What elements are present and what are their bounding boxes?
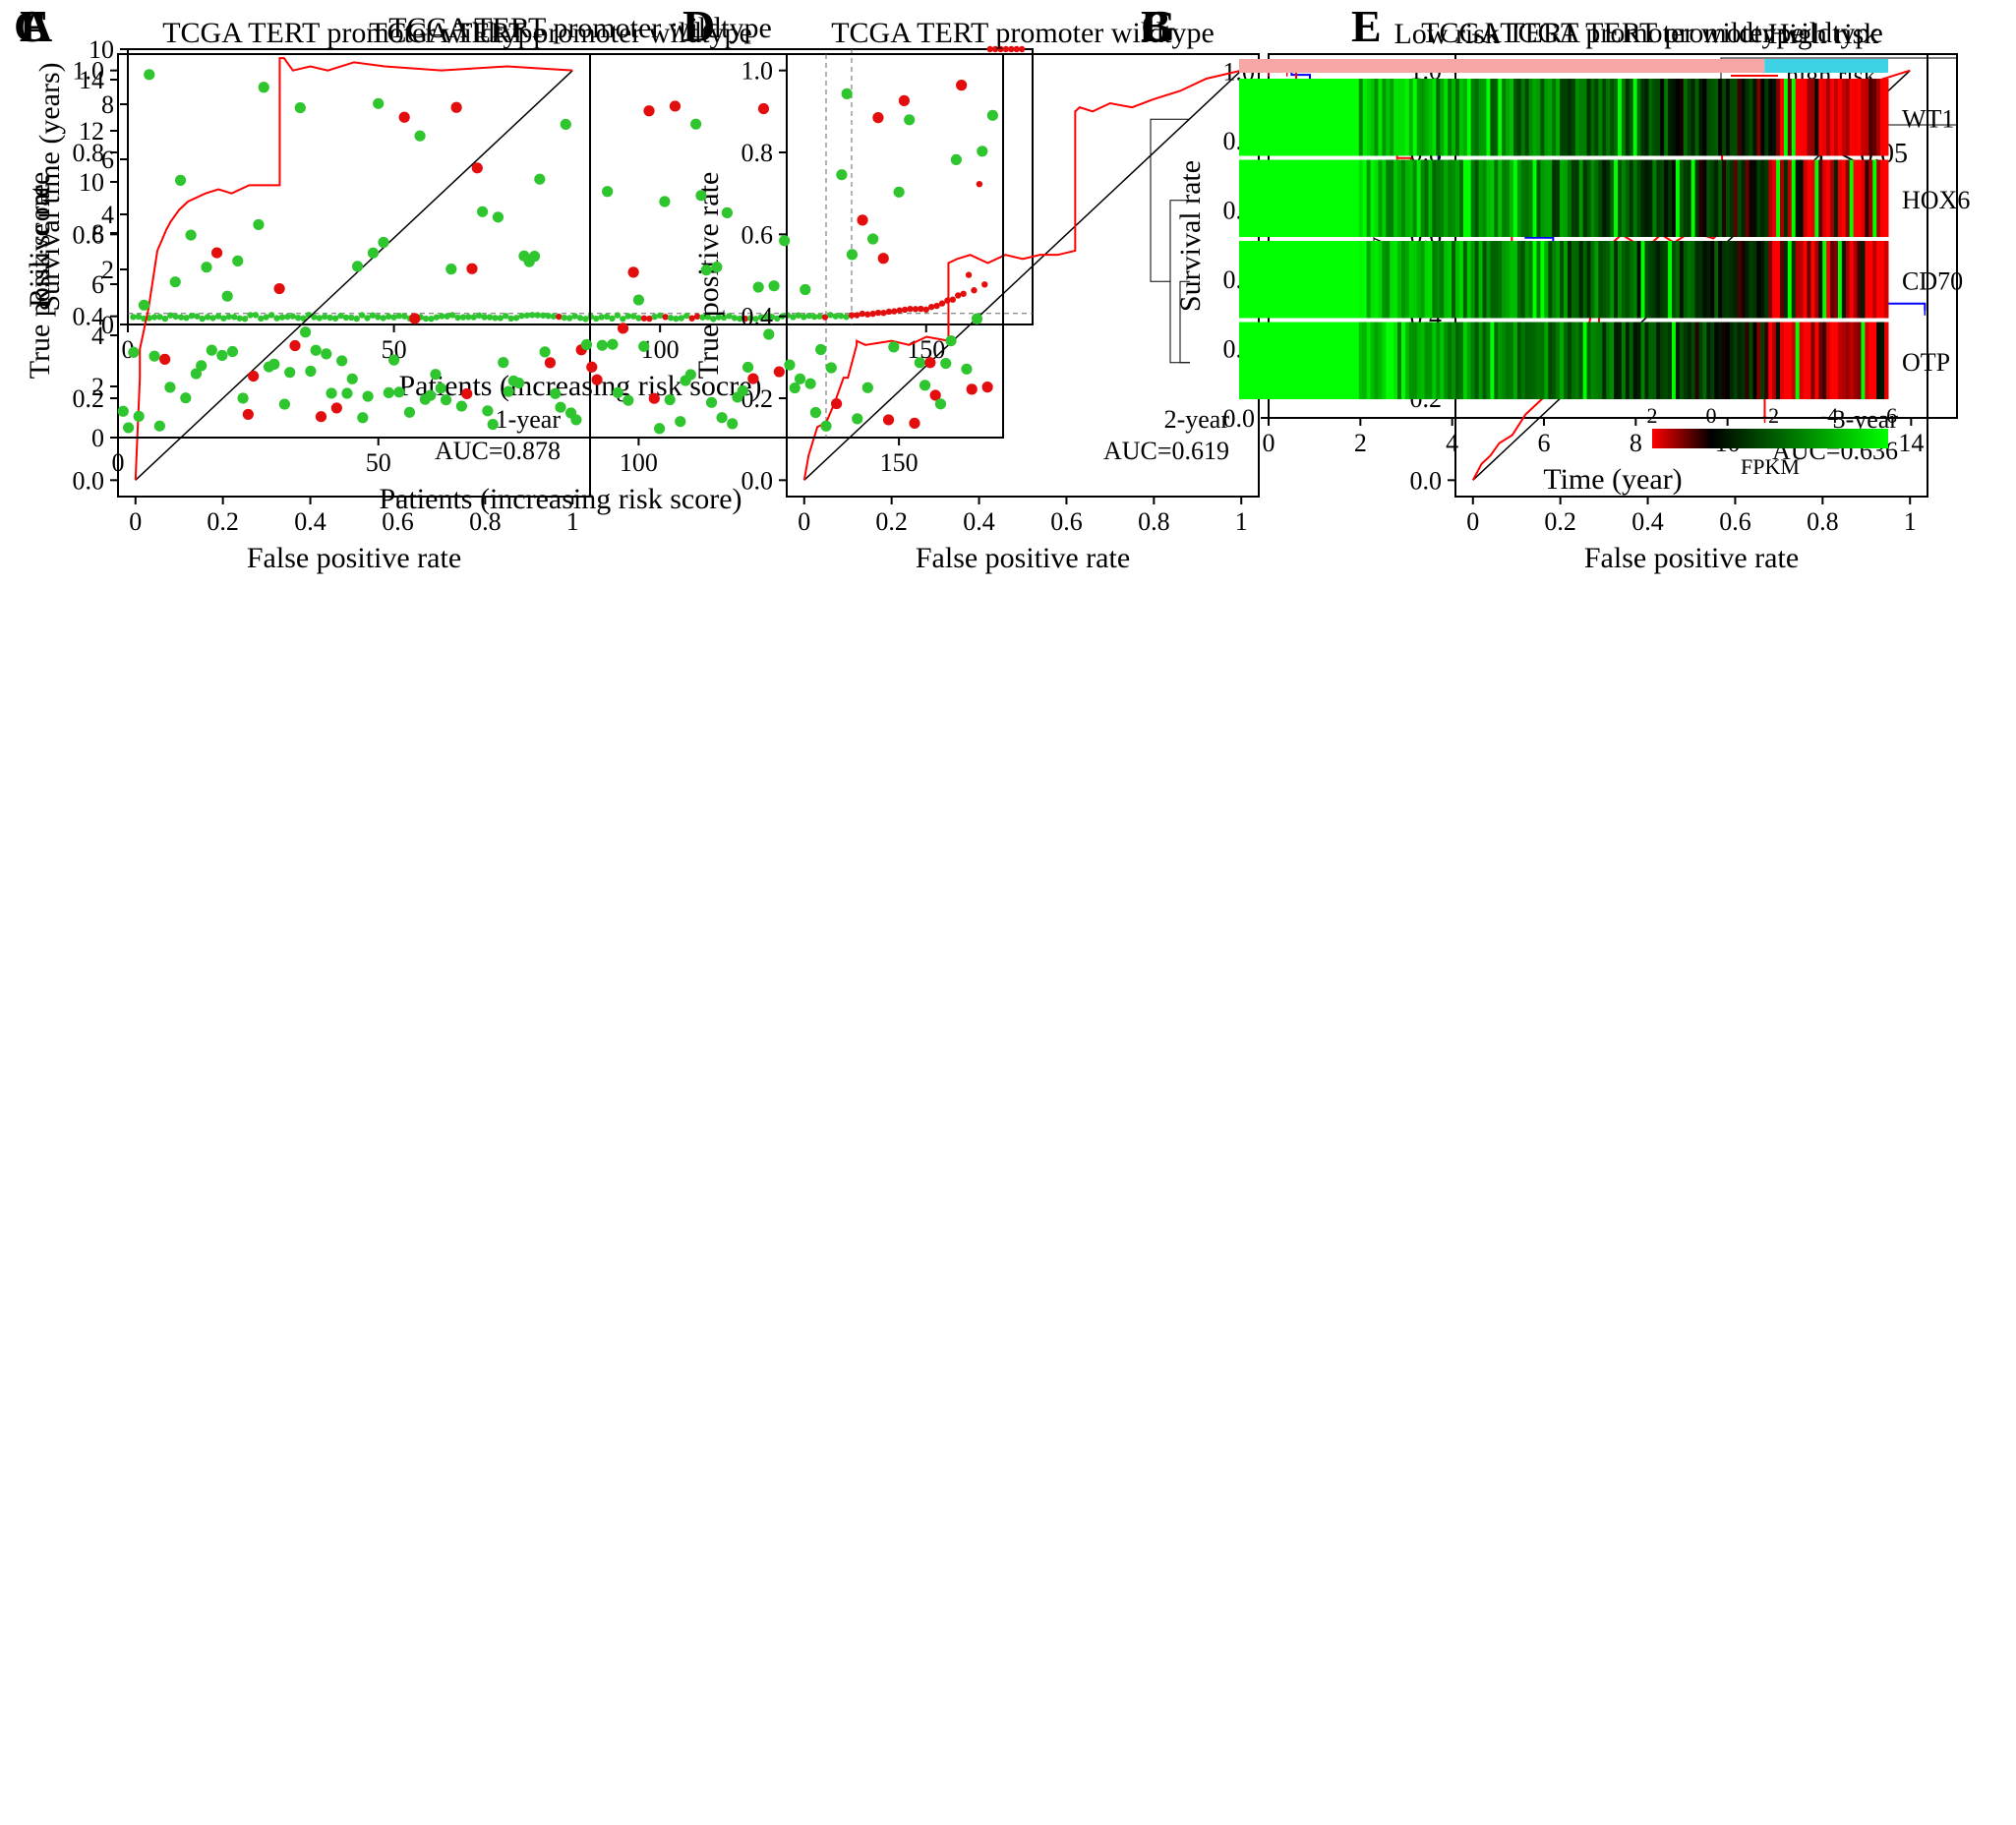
svg-text:-4: -4 (1820, 403, 1838, 428)
svg-text:6: 6 (91, 270, 104, 299)
svg-text:50: 50 (366, 448, 391, 477)
svg-text:WT1: WT1 (1902, 105, 1954, 134)
svg-text:12: 12 (79, 117, 104, 146)
svg-text:2: 2 (91, 373, 104, 401)
svg-text:100: 100 (620, 448, 658, 477)
svg-text:CD70: CD70 (1902, 267, 1963, 296)
svg-text:High risk: High risk (1768, 18, 1879, 50)
panel-f-svg: 0 50 100 150 0 2 4 6 8 10 12 14 Patients (increasing… (0, 0, 1092, 551)
svg-text:14: 14 (79, 66, 104, 94)
svg-text:2: 2 (1647, 403, 1658, 428)
panel-g-label: G (1141, 0, 1176, 52)
panel-g-svg: Low risk High risk WT1 HOX6 CD70 OTP 2 0 -2 -4 -6 F… (1131, 0, 2016, 551)
svg-text:Low risk: Low risk (1393, 18, 1500, 50)
svg-text:4: 4 (91, 322, 104, 350)
figure-container: A 0501001500246810Patients (increasing r… (0, 0, 2016, 1825)
svg-text:-2: -2 (1761, 403, 1779, 428)
svg-text:HOX6: HOX6 (1902, 186, 1970, 214)
panel-f: F 0 50 100 150 0 2 4 6 8 10 12 14 Patients (increasi… (0, 0, 1092, 551)
svg-text:0: 0 (1706, 403, 1717, 428)
svg-text:-6: -6 (1879, 403, 1897, 428)
svg-text:10: 10 (79, 168, 104, 197)
svg-text:0: 0 (112, 448, 125, 477)
svg-text:0: 0 (91, 424, 104, 452)
svg-text:Risk score: Risk score (24, 184, 56, 308)
svg-text:Patients (increasing risk scor: Patients (increasing risk score) (379, 483, 741, 515)
svg-text:TCGA TERT promoter wildtyp: TCGA TERT promoter wildtype (369, 17, 752, 49)
panel-g: G Low risk High risk WT1 HOX6 CD70 OTP 2 0 -2 -4 -… (1131, 0, 2016, 551)
panel-f-label: F (20, 0, 47, 52)
svg-text:150: 150 (880, 448, 919, 477)
svg-text:8: 8 (91, 219, 104, 248)
svg-text:OTP: OTP (1902, 348, 1950, 377)
svg-text:FPKM: FPKM (1741, 454, 1800, 479)
